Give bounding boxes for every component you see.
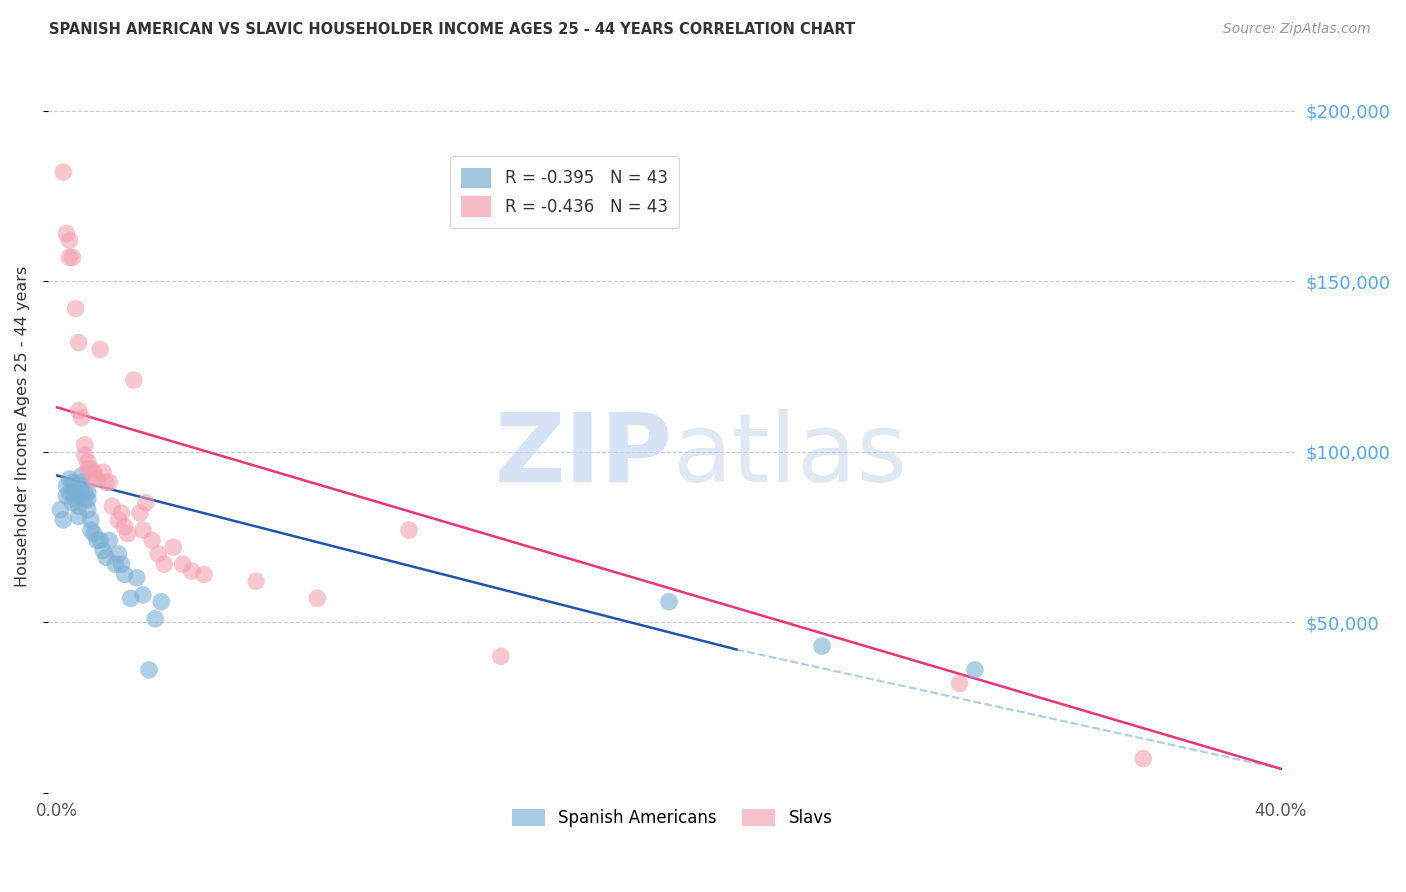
Point (86, 533, 108, 548)
Point (172, 558, 194, 572)
Point (52, 513, 75, 527)
Point (65, 485, 87, 500)
Point (122, 373, 145, 387)
Point (162, 540, 184, 554)
Point (658, 595, 681, 609)
Point (1132, 751, 1154, 765)
Point (67, 404, 90, 418)
Point (52, 165, 75, 179)
Point (91, 543, 114, 558)
Point (117, 526, 139, 541)
Point (245, 574, 267, 589)
Text: atlas: atlas (672, 409, 907, 502)
Point (76, 492, 98, 507)
Point (138, 663, 160, 677)
Point (107, 513, 129, 527)
Point (98, 533, 121, 548)
Point (70, 468, 93, 483)
Point (49, 502, 72, 516)
Point (132, 523, 155, 537)
Point (58, 472, 80, 486)
Point (125, 571, 148, 585)
Point (132, 588, 155, 602)
Point (107, 547, 129, 561)
Point (307, 591, 329, 606)
Point (89, 343, 111, 357)
Point (153, 558, 176, 572)
Point (141, 533, 163, 548)
Point (62, 496, 84, 510)
Point (83, 472, 105, 486)
Point (489, 649, 512, 664)
Point (55, 489, 77, 503)
Point (398, 523, 420, 537)
Point (128, 506, 150, 520)
Point (96, 475, 118, 490)
Point (62, 485, 84, 500)
Point (114, 567, 136, 582)
Point (96, 550, 118, 565)
Point (73, 448, 96, 462)
Point (80, 513, 103, 527)
Point (193, 567, 215, 582)
Point (58, 233, 80, 247)
Point (98, 475, 121, 490)
Point (148, 547, 170, 561)
Point (86, 472, 108, 486)
Point (143, 612, 166, 626)
Point (67, 489, 90, 503)
Point (65, 492, 87, 507)
Point (110, 506, 132, 520)
Point (104, 558, 127, 572)
Point (120, 591, 142, 606)
Point (67, 500, 90, 514)
Point (73, 492, 96, 507)
Point (949, 676, 972, 690)
Point (58, 251, 80, 265)
Point (62, 251, 84, 265)
Point (70, 410, 93, 425)
Text: ZIP: ZIP (495, 409, 672, 502)
Point (150, 595, 173, 609)
Point (73, 485, 96, 500)
Point (55, 227, 77, 241)
Point (70, 479, 93, 493)
Point (811, 639, 834, 653)
Point (91, 465, 114, 479)
Point (135, 496, 157, 510)
Legend: Spanish Americans, Slavs: Spanish Americans, Slavs (503, 801, 841, 836)
Point (70, 475, 93, 490)
Point (76, 462, 98, 476)
Point (83, 526, 105, 541)
Point (114, 519, 136, 533)
Point (76, 485, 98, 500)
Point (80, 523, 103, 537)
Point (58, 485, 80, 500)
Point (110, 558, 132, 572)
Point (55, 479, 77, 493)
Point (101, 500, 124, 514)
Text: Source: ZipAtlas.com: Source: ZipAtlas.com (1223, 22, 1371, 37)
Point (73, 438, 96, 452)
Point (62, 475, 84, 490)
Point (89, 533, 111, 548)
Y-axis label: Householder Income Ages 25 - 44 years: Householder Income Ages 25 - 44 years (15, 266, 30, 587)
Point (180, 564, 202, 578)
Point (83, 465, 105, 479)
Point (67, 335, 90, 350)
Point (76, 455, 98, 469)
Text: SPANISH AMERICAN VS SLAVIC HOUSEHOLDER INCOME AGES 25 - 44 YEARS CORRELATION CHA: SPANISH AMERICAN VS SLAVIC HOUSEHOLDER I… (49, 22, 855, 37)
Point (65, 301, 87, 316)
Point (963, 663, 986, 677)
Point (76, 502, 98, 516)
Point (80, 462, 103, 476)
Point (67, 509, 90, 524)
